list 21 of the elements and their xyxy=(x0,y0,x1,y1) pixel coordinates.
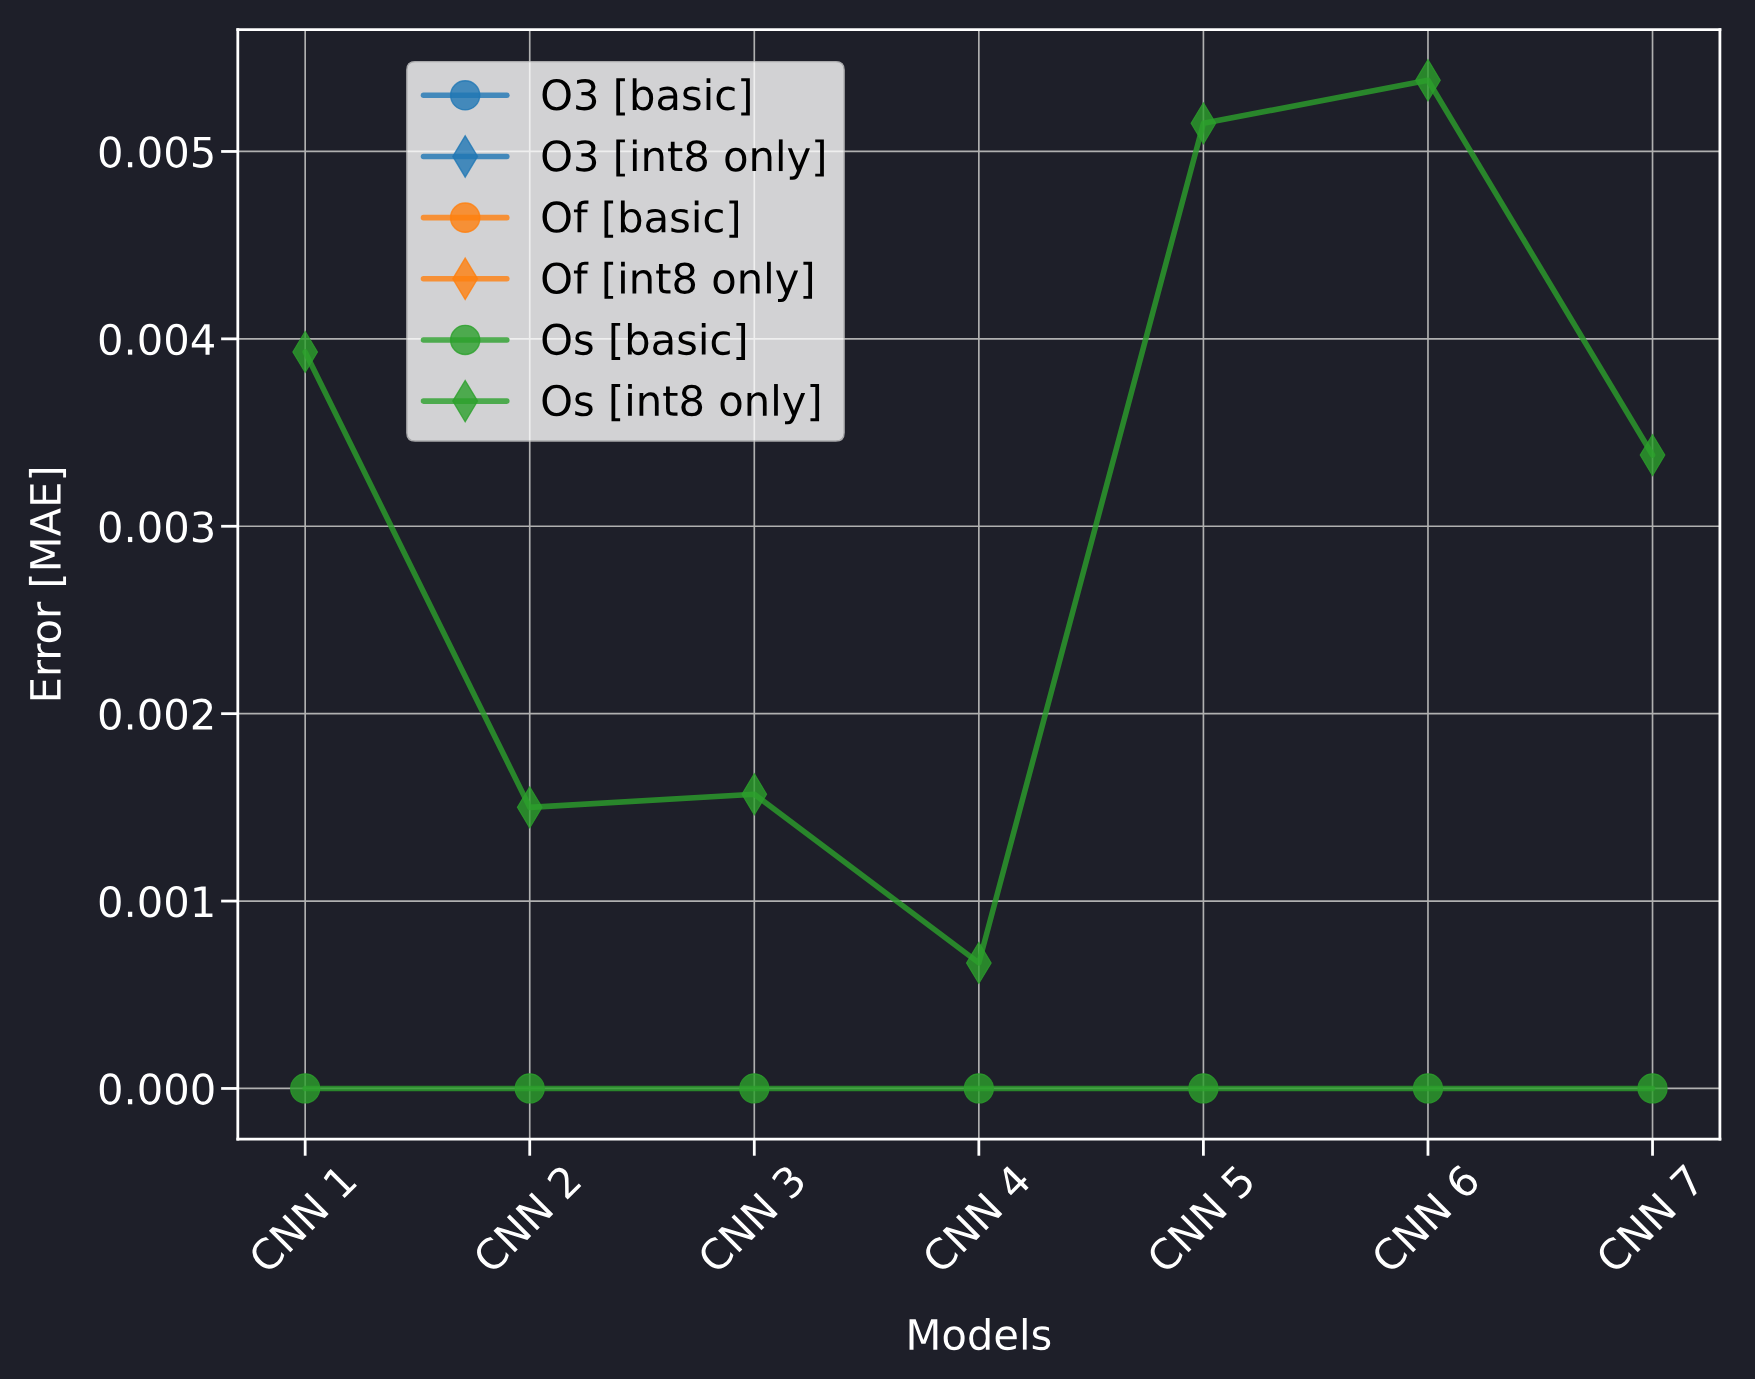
point xyxy=(1188,1073,1219,1104)
y-tick-label: 0.004 xyxy=(99,323,214,356)
point xyxy=(1637,1073,1668,1104)
y-tick-label: 0.005 xyxy=(99,136,213,168)
point xyxy=(1412,1073,1444,1104)
y-tick-label: 0.002 xyxy=(99,698,213,731)
legend-label: O3 [basic] xyxy=(542,78,750,116)
legend-label: Of [int8 only] xyxy=(542,261,813,303)
y-axis-title: Error [MAE] xyxy=(28,468,67,700)
point xyxy=(514,1073,545,1104)
point xyxy=(739,1073,770,1104)
point xyxy=(290,1073,321,1104)
legend-label: Os [int8 only] xyxy=(542,384,820,425)
legend-label: O3 [int8 only] xyxy=(542,139,824,180)
y-tick-label: 0.000 xyxy=(99,1073,214,1105)
y-tick-label: 0.001 xyxy=(99,885,213,918)
legend-label: Os [basic] xyxy=(542,322,746,361)
point xyxy=(963,1073,994,1104)
legend-label: Of [basic] xyxy=(542,200,738,238)
x-axis-title: Models xyxy=(909,1317,1051,1351)
y-tick-label: 0.003 xyxy=(99,511,213,543)
